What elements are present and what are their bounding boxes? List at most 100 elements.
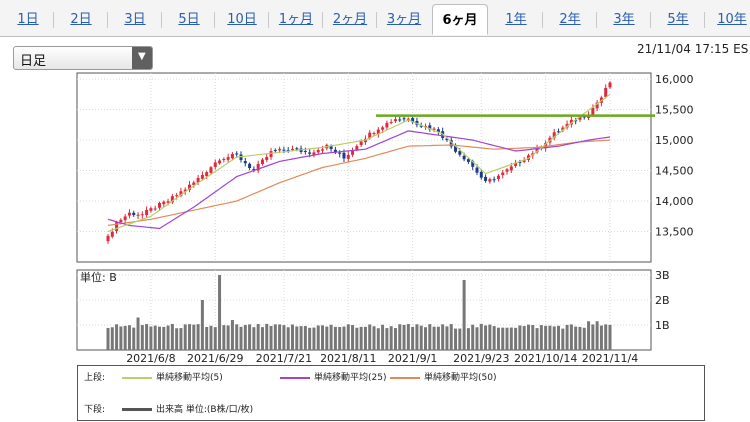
- candle-body: [419, 125, 423, 127]
- x-tick-label: 2021/7/21: [256, 352, 312, 365]
- candle-body: [544, 143, 548, 149]
- volume-bar: [256, 323, 260, 350]
- chart-legend: 上段: 単純移動平均(5) 単純移動平均(25) 単純移動平均(50) 下段: …: [77, 365, 705, 421]
- period-select[interactable]: 日足 ▼: [13, 46, 153, 70]
- volume-bar: [398, 324, 402, 350]
- candle-body: [574, 120, 578, 122]
- candle-body: [514, 162, 518, 166]
- volume-bar: [466, 328, 470, 350]
- volume-bar: [363, 326, 367, 350]
- volume-bar: [282, 325, 286, 350]
- candle-body: [230, 153, 234, 159]
- candle-body: [119, 219, 123, 222]
- volume-bar: [548, 325, 552, 350]
- volume-bar: [496, 327, 500, 350]
- volume-bar: [286, 327, 290, 350]
- candle-body: [368, 132, 372, 139]
- volume-bar: [475, 327, 479, 350]
- candle-body: [295, 148, 299, 150]
- candle-body: [136, 214, 140, 216]
- tab-separator: [268, 12, 269, 28]
- tab-0[interactable]: 1日: [17, 12, 39, 27]
- legend-lower-label: 下段:: [84, 405, 106, 415]
- tab-separator: [322, 12, 323, 28]
- x-tick-label: 2021/8/11: [320, 352, 376, 365]
- tab-8[interactable]: 6ヶ月: [432, 4, 488, 35]
- candle-body: [243, 161, 247, 164]
- x-tick-label: 2021/9/23: [453, 352, 509, 365]
- legend-line-ma5: [122, 376, 152, 379]
- candle-body: [265, 156, 269, 160]
- volume-bar: [218, 275, 222, 350]
- volume-bar: [209, 325, 213, 350]
- tab-5[interactable]: 1ヶ月: [278, 12, 314, 27]
- volume-bar: [479, 323, 483, 350]
- candle-body: [273, 150, 277, 152]
- volume-tick-label: 3B: [655, 269, 670, 282]
- tab-9[interactable]: 1年: [505, 12, 527, 27]
- volume-bar: [368, 324, 372, 350]
- volume-bar: [312, 327, 316, 350]
- tab-separator: [596, 12, 597, 28]
- candle-body: [235, 153, 239, 155]
- volume-bar: [200, 300, 204, 350]
- volume-bar: [372, 326, 376, 350]
- volume-bar: [115, 324, 119, 350]
- tab-3[interactable]: 5日: [178, 12, 200, 27]
- volume-bar: [273, 324, 277, 350]
- legend-item-ma50: 単純移動平均(50): [390, 370, 496, 383]
- candle-body: [333, 149, 337, 153]
- dropdown-button[interactable]: ▼: [132, 47, 152, 69]
- tab-7[interactable]: 3ヶ月: [386, 12, 422, 27]
- volume-bar: [578, 326, 582, 350]
- volume-bar: [411, 326, 415, 350]
- tab-12[interactable]: 5年: [667, 12, 689, 27]
- tab-10[interactable]: 2年: [559, 12, 581, 27]
- tab-1[interactable]: 2日: [70, 12, 92, 27]
- candle-body: [496, 175, 500, 180]
- tab-13[interactable]: 10年: [717, 12, 747, 27]
- price-tick-label: 16,000: [655, 73, 694, 86]
- candle-body: [248, 163, 252, 169]
- candle-body: [282, 149, 286, 151]
- candle-body: [346, 154, 350, 159]
- candle-body: [127, 212, 131, 216]
- candle-body: [445, 138, 449, 141]
- volume-bar: [329, 324, 333, 350]
- volume-bar: [346, 324, 350, 350]
- candle-body: [501, 172, 505, 176]
- candle-body: [355, 146, 359, 150]
- candle-body: [188, 184, 192, 191]
- volume-bar: [436, 326, 440, 350]
- legend-item-volume: 出来高 単位:(B株/口/枚): [122, 402, 253, 415]
- candle-body: [123, 216, 127, 221]
- candle-body: [342, 152, 346, 159]
- tab-separator: [161, 12, 162, 28]
- volume-unit-label: 単位: B: [80, 270, 117, 284]
- tab-11[interactable]: 3年: [613, 12, 635, 27]
- tab-4[interactable]: 10日: [227, 12, 257, 27]
- volume-bar: [501, 327, 505, 350]
- volume-bar: [333, 326, 337, 350]
- volume-bar: [518, 325, 522, 350]
- volume-bar: [492, 326, 496, 350]
- tab-6[interactable]: 2ヶ月: [332, 12, 368, 27]
- volume-bar: [599, 325, 603, 350]
- candle-body: [454, 145, 458, 152]
- volume-bar: [230, 320, 234, 350]
- volume-bar: [514, 327, 518, 350]
- volume-bar: [136, 317, 140, 350]
- tab-2[interactable]: 3日: [124, 12, 146, 27]
- candle-body: [449, 140, 453, 147]
- candle-body: [484, 176, 488, 181]
- volume-bar: [299, 326, 303, 350]
- candle-body: [316, 150, 320, 153]
- candle-body: [509, 166, 513, 171]
- candle-body: [389, 122, 393, 124]
- volume-bar: [119, 326, 123, 350]
- volume-tick-label: 1B: [655, 319, 670, 332]
- candle-body: [604, 87, 608, 97]
- tab-separator: [650, 12, 651, 28]
- candle-body: [359, 141, 363, 145]
- volume-bar: [175, 328, 179, 350]
